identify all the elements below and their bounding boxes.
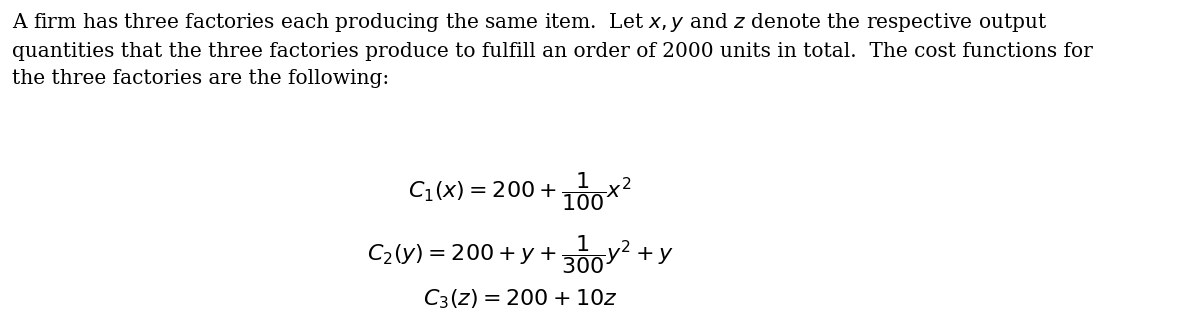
Text: A firm has three factories each producing the same item.  Let $x, y$ and $z$ den: A firm has three factories each producin… [12,11,1093,88]
Text: $C_3(z) = 200 + 10z$: $C_3(z) = 200 + 10z$ [422,287,617,311]
Text: $C_2(y) = 200 + y + \dfrac{1}{300}y^2 + y$: $C_2(y) = 200 + y + \dfrac{1}{300}y^2 + … [366,233,673,276]
Text: $C_1(x) = 200 + \dfrac{1}{100}x^2$: $C_1(x) = 200 + \dfrac{1}{100}x^2$ [408,170,631,213]
